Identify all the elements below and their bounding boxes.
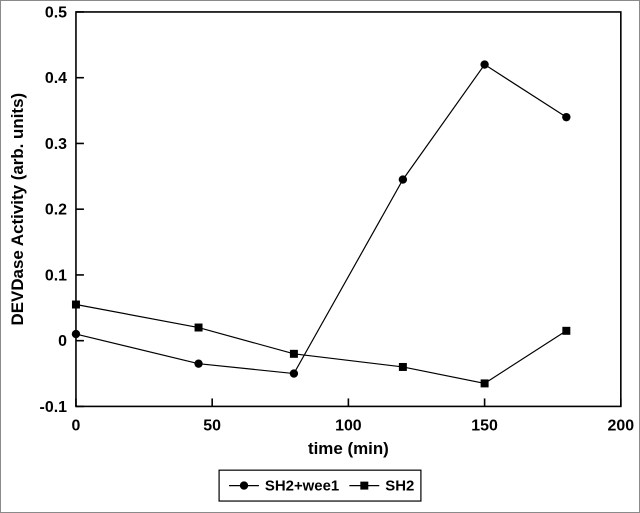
legend-item-sh2: SH2 (349, 478, 414, 495)
data-point-circle (480, 60, 489, 69)
legend-label: SH2 (385, 478, 414, 495)
data-point-circle (239, 481, 249, 490)
data-point-circle (562, 112, 571, 122)
data-point-square (194, 323, 203, 332)
y-tick-label: 0.3 (45, 136, 67, 153)
data-point-square (289, 349, 298, 358)
x-tick-label: 0 (72, 417, 81, 434)
series-line-sh2 (75, 303, 567, 385)
data-point-square (480, 379, 489, 388)
y-axis-label: DEVDase Activity (arb. units) (8, 93, 27, 326)
x-tick-label: 100 (335, 417, 362, 434)
data-point-circle (194, 359, 203, 368)
x-tick-label: 50 (203, 417, 221, 434)
legend-item-sh2-wee1: SH2+wee1 (229, 478, 339, 495)
x-tick-label: 150 (471, 417, 498, 434)
plot-frame (75, 11, 622, 408)
legend-label: SH2+wee1 (265, 478, 339, 495)
y-tick-label: 0.4 (45, 70, 67, 87)
series-line-sh2-wee1 (75, 63, 567, 375)
data-point-circle (71, 329, 81, 339)
y-tick-label: 0.2 (45, 202, 67, 219)
data-point-square (562, 326, 571, 335)
legend: SH2+wee1 SH2 (218, 469, 422, 502)
data-point-square (71, 300, 80, 309)
y-tick-label: 0.1 (45, 267, 67, 284)
y-tick-label: 0.5 (45, 4, 67, 21)
y-tick-label: -0.1 (40, 399, 68, 416)
y-tick-label: 0 (58, 333, 67, 350)
x-tick-label: 200 (608, 417, 635, 434)
data-point-circle (289, 369, 299, 378)
data-point-circle (398, 175, 408, 184)
x-axis-label: time (min) (308, 439, 389, 458)
data-point-square (360, 481, 369, 490)
data-point-square (398, 362, 407, 371)
